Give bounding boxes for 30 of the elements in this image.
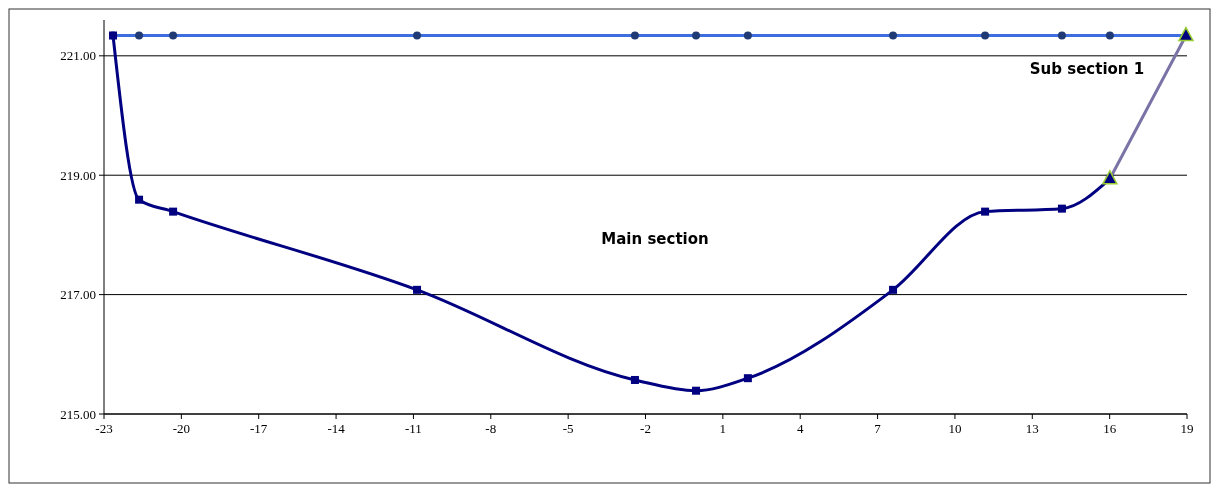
x-tick-label: -20: [172, 421, 191, 436]
point: [1057, 204, 1066, 213]
x-tick-label: 16: [1103, 421, 1117, 436]
x-tick-label: 13: [1025, 421, 1039, 436]
y-tick-label: 221.00: [60, 48, 96, 64]
annotation: Sub section 1: [1029, 60, 1145, 78]
x-tick-label: -17: [250, 421, 268, 436]
point: [413, 285, 422, 294]
x-tick-label: -2: [640, 421, 651, 436]
point: [743, 374, 752, 383]
y-tick-label: 219.00: [60, 167, 96, 183]
x-tick-label: -11: [405, 421, 422, 436]
point: [889, 285, 898, 294]
point: [135, 195, 144, 204]
x-tick-label: -8: [485, 421, 497, 436]
x-tick-label: -14: [327, 421, 346, 436]
x-tick-label: -5: [562, 421, 574, 436]
y-tick-label: 215.00: [60, 406, 96, 422]
point: [169, 207, 178, 216]
x-tick-label: 10: [948, 421, 962, 436]
annotation: Main section: [601, 230, 709, 248]
y-tick-label: 217.00: [60, 287, 96, 303]
point: [630, 375, 639, 384]
x-tick-label: 1: [719, 421, 727, 436]
x-tick-label: -23: [95, 421, 113, 436]
x-tick-label: 7: [874, 421, 882, 436]
x-tick-label: 19: [1180, 421, 1194, 436]
point: [981, 207, 990, 216]
point: [692, 386, 701, 395]
x-tick-label: 4: [796, 421, 804, 436]
